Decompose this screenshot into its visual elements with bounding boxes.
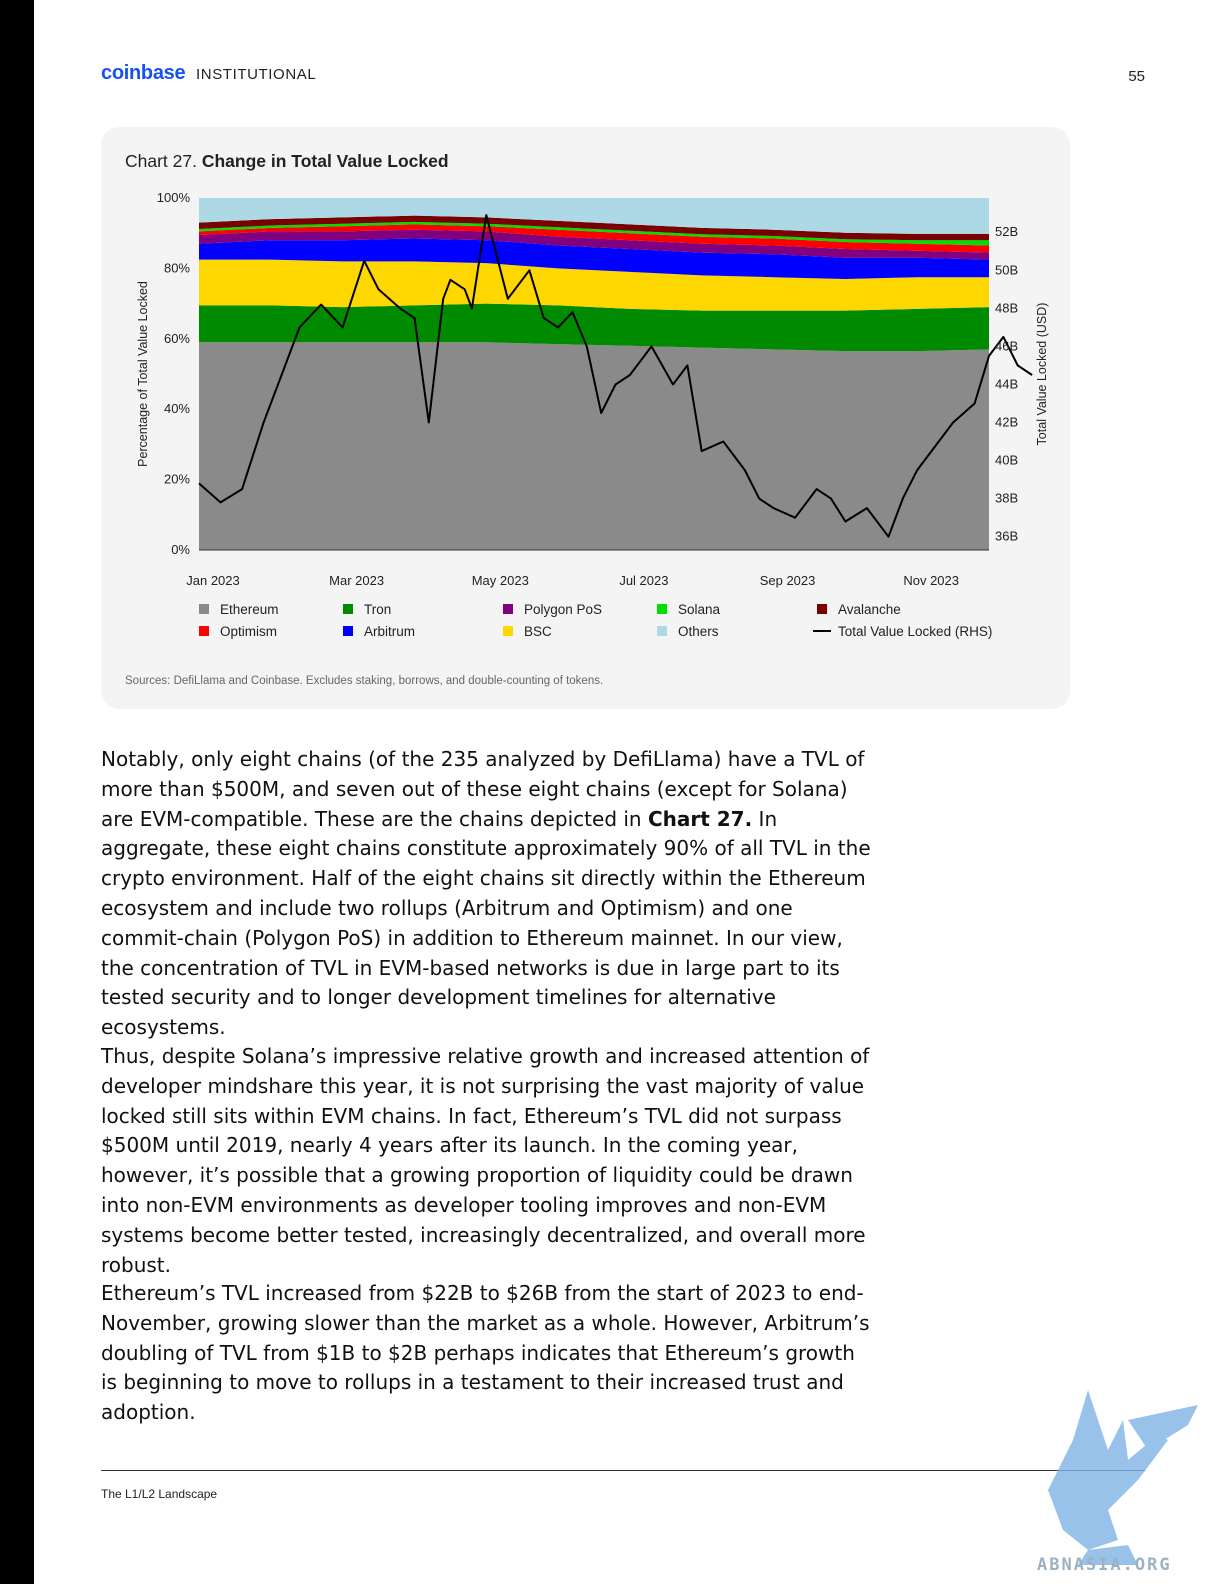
source-note: Sources: DefiLlama and Coinbase. Exclude… xyxy=(125,675,604,687)
x-tick-label: Nov 2023 xyxy=(903,573,959,588)
y-tick-label: 0% xyxy=(171,542,190,557)
area-polygon-pos xyxy=(199,229,989,260)
x-tick-label: Jan 2023 xyxy=(186,573,240,588)
area-solana xyxy=(199,221,989,246)
area-others xyxy=(199,198,989,234)
y2-axis-title: Total Value Locked (USD) xyxy=(1035,303,1049,446)
chart-card: Chart 27. Change in Total Value Locked 0… xyxy=(101,127,1070,709)
tvl-line-group xyxy=(198,214,1033,538)
paragraph-1-text-a: Notably, only eight chains (of the 235 a… xyxy=(101,747,865,831)
y2-tick-label: 48B xyxy=(995,300,1018,315)
brand-logo: coinbase xyxy=(101,62,186,84)
stacked-area-chart: 0% 20% 40% 60% 80% 100% 36B 38B 40B 42B 44B 46B 48B 5… xyxy=(136,190,1049,639)
legend-swatch xyxy=(199,626,209,636)
legend-label: Tron xyxy=(364,602,391,617)
area-arbitrum xyxy=(199,238,989,279)
brand-subtitle: INSTITUTIONAL xyxy=(196,66,317,83)
axes-group: 0% 20% 40% 60% 80% 100% 36B 38B 40B 42B 44B 46B 48B 5… xyxy=(136,190,1049,588)
paragraph-1-text-b: In aggregate, these eight chains constit… xyxy=(101,806,871,1040)
legend-swatch xyxy=(503,626,513,636)
legend-swatch xyxy=(817,604,827,614)
chart-caption-prefix: Chart 27. xyxy=(125,151,202,171)
paragraph-2: Thus, despite Solana’s impressive relati… xyxy=(101,1044,870,1277)
area-tron xyxy=(199,303,989,352)
legend-label: Arbitrum xyxy=(364,624,415,639)
y-tick-label: 40% xyxy=(164,401,190,416)
legend-swatch xyxy=(657,626,667,636)
y2-tick-label: 46B xyxy=(995,338,1018,353)
y-tick-label: 100% xyxy=(157,190,191,205)
y2-tick-label: 36B xyxy=(995,529,1018,544)
y2-tick-label: 40B xyxy=(995,453,1018,468)
legend-label: Solana xyxy=(678,602,721,617)
y2-tick-label: 44B xyxy=(995,376,1018,391)
legend-label: Optimism xyxy=(220,624,277,639)
y-tick-label: 60% xyxy=(164,331,190,346)
legend-swatch xyxy=(343,626,353,636)
y-axis-title: Percentage of Total Value Locked xyxy=(136,281,150,467)
y2-tick-label: 50B xyxy=(995,262,1018,277)
area-avalanche xyxy=(199,215,989,241)
legend-label: Ethereum xyxy=(220,602,279,617)
paragraph-3: Ethereum’s TVL increased from $22B to $2… xyxy=(101,1281,870,1425)
legend-label: Polygon PoS xyxy=(524,602,602,617)
x-tick-label: May 2023 xyxy=(472,573,529,588)
y2-tick-label: 38B xyxy=(995,491,1018,506)
watermark-text: ABNASIA.ORG xyxy=(1037,1555,1172,1575)
area-bsc xyxy=(199,259,989,311)
paragraph-1-bold-ref: Chart 27. xyxy=(647,806,753,831)
paragraph-1: Notably, only eight chains (of the 235 a… xyxy=(101,745,871,1043)
legend-swatch xyxy=(343,604,353,614)
legend-label: BSC xyxy=(524,624,552,639)
griffin-watermark-icon xyxy=(1048,1390,1198,1565)
legend-swatch xyxy=(199,604,209,614)
left-edge-bar xyxy=(0,0,34,1584)
chart-title: Chart 27. Change in Total Value Locked xyxy=(125,151,449,172)
x-tick-label: Mar 2023 xyxy=(329,573,384,588)
legend-label: Others xyxy=(678,624,719,639)
legend-swatch xyxy=(503,604,513,614)
x-tick-label: Jul 2023 xyxy=(619,573,668,588)
chart-caption-title: Change in Total Value Locked xyxy=(201,151,449,171)
legend-group: Ethereum Tron Polygon PoS Solana Avalanche Op… xyxy=(199,602,992,639)
y2-tick-label: 52B xyxy=(995,224,1018,239)
legend-label: Avalanche xyxy=(838,602,901,617)
page-number: 55 xyxy=(1128,68,1145,85)
legend-label: Total Value Locked (RHS) xyxy=(838,624,992,639)
legend-swatch xyxy=(657,604,667,614)
area-series-group xyxy=(199,198,989,550)
page-header: coinbase INSTITUTIONAL 55 xyxy=(101,62,1145,92)
x-tick-label: Sep 2023 xyxy=(760,573,816,588)
area-ethereum xyxy=(199,342,989,550)
y2-tick-label: 42B xyxy=(995,415,1018,430)
footer-divider xyxy=(101,1470,1145,1471)
area-optimism xyxy=(199,224,989,253)
tvl-line xyxy=(198,214,1033,538)
y-tick-label: 20% xyxy=(164,472,190,487)
footer-label: The L1/L2 Landscape xyxy=(101,1487,218,1501)
y-tick-label: 80% xyxy=(164,260,190,275)
